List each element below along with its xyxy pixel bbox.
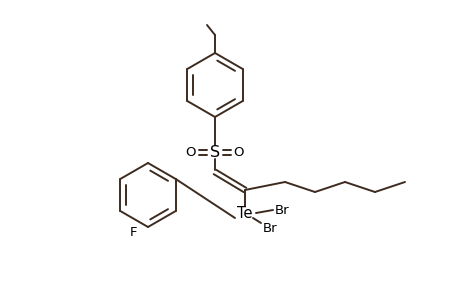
Text: S: S <box>209 145 219 160</box>
Text: O: O <box>233 146 244 158</box>
Text: Te: Te <box>237 206 252 220</box>
Text: Br: Br <box>274 203 289 217</box>
Text: O: O <box>185 146 196 158</box>
Text: Br: Br <box>263 221 277 235</box>
Text: F: F <box>130 226 137 238</box>
